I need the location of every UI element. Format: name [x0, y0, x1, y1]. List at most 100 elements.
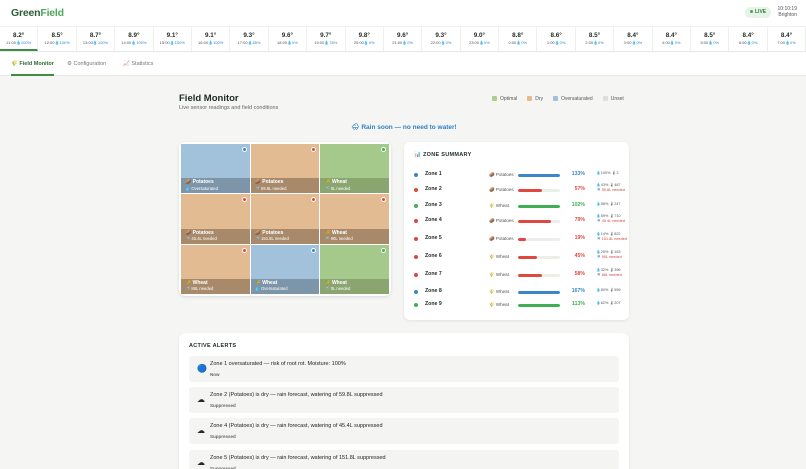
forecast-time: 14:00 — [121, 40, 132, 45]
forecast-hour[interactable]: 8.5° 12:00💧100% — [38, 27, 77, 51]
forecast-hour[interactable]: 8.5° 5:00💧0% — [691, 27, 730, 51]
zone-name: Zone 9 — [425, 301, 442, 307]
zone-summary-row[interactable]: Zone 7 🌾 Wheat 58% 💧32% 🌡396 🚿 86L needed — [414, 268, 626, 280]
raindrop-icon: 💧 — [54, 40, 60, 45]
field-zone-cell[interactable]: 🌾 Wheat 🚿 0L needed — [320, 244, 389, 294]
zone-metrics: 💧59% 🌡710 🚿 45.4L needed — [596, 214, 625, 224]
field-zone-cell[interactable]: 🥔 Potatoes 🚿 59.8L needed — [250, 144, 320, 194]
forecast-temp: 9.3° — [243, 32, 255, 39]
field-zone-cell[interactable]: 🥔 Potatoes 🚿 45.4L needed — [181, 194, 250, 244]
forecast-hour[interactable]: 9.0° 23:00💧0% — [461, 27, 500, 51]
zone-summary-row[interactable]: Zone 3 🌾 Wheat 102% 💧58% 🌡247 — [414, 201, 626, 211]
field-zone-cell[interactable]: 🌾 Wheat 🚿 86L needed — [181, 244, 250, 294]
forecast-precip: 0% — [790, 40, 796, 45]
raindrop-icon: 💧 — [708, 40, 714, 45]
forecast-detail: 20:00💧0% — [346, 40, 383, 46]
forecast-hour[interactable]: 8.4° 7:00💧0% — [768, 27, 806, 51]
forecast-hour[interactable]: 8.5° 2:00💧0% — [576, 27, 615, 51]
zone-cell-need: 🚿 151.8L needed — [254, 236, 289, 242]
zone-cell-need: 🚿 86L needed — [185, 286, 214, 292]
forecast-temp: 8.5° — [704, 32, 716, 39]
zone-summary-row[interactable]: Zone 2 🥔 Potatoes 57% 💧43% 🌡487 🚿 59.8L need… — [414, 183, 626, 195]
zone-summary-title: 📊 ZONE SUMMARY — [414, 152, 472, 158]
zone-summary-row[interactable]: Zone 6 🌾 Wheat 45% 💧25% 🌡163 🚿 90L needed — [414, 250, 626, 262]
forecast-hour[interactable]: 9.8° 20:00💧0% — [346, 27, 384, 51]
alert-item[interactable]: 🔵 Zone 1 oversaturated — risk of root rot… — [189, 356, 619, 382]
top-bar: GreenField LIVE 10:10:19 Brighton — [0, 0, 806, 26]
zone-metrics: 💧62% 🌡207 — [596, 301, 621, 306]
forecast-hour[interactable]: 8.8° 0:00💧0% — [499, 27, 538, 51]
forecast-detail: 23:00💧0% — [461, 40, 498, 46]
forecast-hour[interactable]: 9.6° 18:00💧0% — [269, 27, 308, 51]
forecast-hour[interactable]: 9.6° 21:00💧0% — [384, 27, 423, 51]
forecast-hour[interactable]: 9.1° 15:00💧100% — [154, 27, 192, 51]
zone-summary-row[interactable]: Zone 9 🌾 Wheat 113% 💧62% 🌡207 — [414, 300, 626, 310]
forecast-detail: 4:00💧0% — [653, 40, 690, 46]
forecast-temp: 8.4° — [742, 32, 754, 39]
forecast-precip: 100% — [136, 40, 147, 45]
field-zone-cell[interactable]: 🌾 Wheat 🚿 90L needed — [320, 194, 389, 244]
zone-crop: 🥔 Potatoes — [489, 235, 514, 241]
forecast-hour[interactable]: 9.7° 19:00💧78% — [307, 27, 346, 51]
zone-status-dot — [414, 237, 418, 241]
raindrop-icon: 💧 — [440, 40, 446, 45]
forecast-hour[interactable]: 8.9° 14:00💧100% — [115, 27, 154, 51]
forecast-time: 13:00 — [82, 40, 93, 45]
zone-metrics: 💧25% 🌡163 🚿 90L needed — [596, 250, 622, 260]
zone-cell-label: 🥔 Potatoes 💧 Oversaturated — [181, 178, 250, 194]
zone-summary-row[interactable]: Zone 5 🥔 Potatoes 19% 💧14% 🌡822 🚿 151.8L nee… — [414, 232, 627, 244]
forecast-time: 2:00 — [585, 40, 594, 45]
raindrop-icon: 💧 — [402, 40, 408, 45]
alert-item[interactable]: ☁ Zone 5 (Potatoes) is dry — rain forecas… — [189, 450, 619, 469]
zone-crop: 🌾 Wheat — [489, 202, 509, 208]
forecast-hour[interactable]: 8.6° 1:00💧0% — [537, 27, 576, 51]
rain-banner: 🌧 Rain soon — no need to water! — [351, 124, 457, 131]
zone-status-dot — [414, 204, 418, 208]
zone-cell-crop: 🌾 Wheat — [324, 179, 347, 186]
zone-cell-need: 🚿 0L needed — [324, 286, 351, 292]
alert-item[interactable]: ☁ Zone 2 (Potatoes) is dry — rain forecas… — [189, 387, 619, 413]
forecast-time: 1:00 — [546, 40, 555, 45]
zone-summary-row[interactable]: Zone 4 🥔 Potatoes 79% 💧59% 🌡710 🚿 45.4L need… — [414, 214, 626, 226]
zone-summary-row[interactable]: Zone 1 🥔 Potatoes 133% 💧100% 🌡3 — [414, 170, 626, 180]
forecast-time: 21:00 — [392, 40, 403, 45]
moisture-bar-fill — [518, 204, 560, 208]
forecast-hour[interactable]: 9.1° 16:00💧100% — [192, 27, 231, 51]
field-zone-cell[interactable]: 🥔 Potatoes 🚿 151.8L needed — [250, 194, 320, 244]
forecast-detail: 5:00💧0% — [691, 40, 728, 46]
zone-summary-row[interactable]: Zone 8 🌾 Wheat 167% 💧80% 🌡559 — [414, 287, 626, 297]
zone-percent: 133% — [571, 171, 585, 177]
tab-configuration[interactable]: ⚙ Configuration — [67, 61, 107, 67]
field-zone-cell[interactable]: 🌾 Wheat 💧 Oversaturated — [250, 244, 320, 294]
tab-field-monitor[interactable]: 🌾 Field Monitor — [11, 52, 54, 76]
forecast-hour[interactable]: 8.2° 11:00💧100% — [0, 27, 39, 51]
zone-metrics-line: 💧58% 🌡247 — [596, 202, 621, 206]
zone-status-dot — [414, 303, 418, 307]
alert-item[interactable]: ☁ Zone 4 (Potatoes) is dry — rain forecas… — [189, 418, 619, 444]
field-zone-cell[interactable]: 🌾 Wheat 🚿 0L needed — [320, 144, 389, 194]
forecast-precip: 0% — [521, 40, 528, 45]
forecast-hour[interactable]: 8.7° 13:00💧100% — [77, 27, 116, 51]
zone-cell-crop: 🌾 Wheat — [185, 279, 208, 286]
forecast-detail: 12:00💧100% — [38, 40, 75, 46]
raindrop-icon: 💧 — [479, 40, 484, 45]
tab-statistics[interactable]: 📈 Statistics — [123, 61, 154, 67]
forecast-hour[interactable]: 8.4° 6:00💧0% — [729, 27, 768, 51]
zone-metrics-line: 💧100% 🌡3 — [596, 171, 619, 175]
field-zone-cell[interactable]: 🥔 Potatoes 💧 Oversaturated — [181, 144, 250, 194]
forecast-time: 0:00 — [508, 40, 517, 45]
forecast-precip: 0% — [713, 40, 719, 45]
forecast-time: 4:00 — [662, 40, 670, 45]
clock-time: 10:10:19 — [777, 6, 797, 12]
forecast-time: 17:00 — [237, 40, 248, 45]
forecast-hour[interactable]: 8.4° 3:00💧0% — [614, 27, 653, 51]
forecast-precip: 85% — [252, 40, 261, 45]
alert-text: Zone 1 oversaturated — risk of root rot.… — [210, 361, 346, 367]
app-logo[interactable]: GreenField — [11, 7, 64, 19]
forecast-hour[interactable]: 8.4° 4:00💧0% — [653, 27, 692, 51]
zone-percent: 57% — [574, 186, 585, 192]
forecast-temp: 9.1° — [166, 32, 178, 39]
forecast-hour[interactable]: 9.3° 17:00💧85% — [230, 27, 269, 51]
forecast-hour[interactable]: 9.3° 22:00💧0% — [422, 27, 461, 51]
zone-percent: 102% — [571, 202, 585, 208]
